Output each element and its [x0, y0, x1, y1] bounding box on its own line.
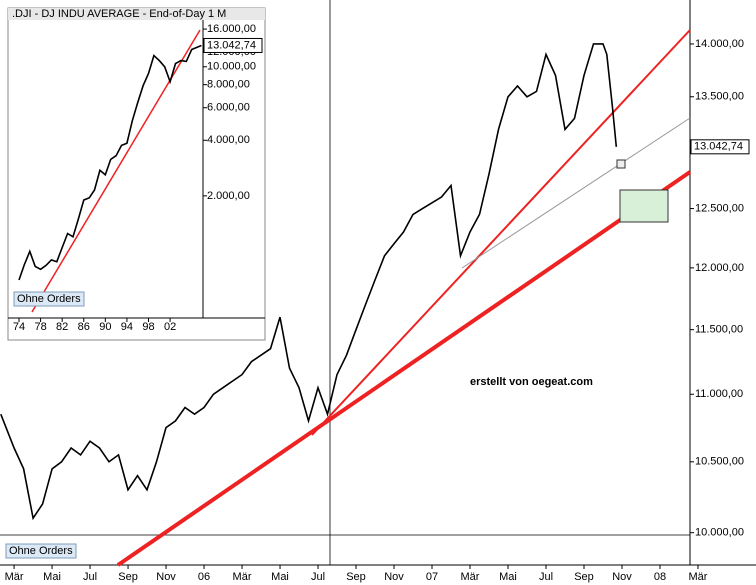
x-tick-label: 02 — [164, 321, 176, 333]
y-tick-label: 6.000,00 — [207, 102, 250, 114]
x-tick-label: Nov — [384, 571, 404, 583]
target-zone — [619, 189, 669, 223]
x-tick-label: Sep — [118, 571, 138, 583]
x-tick-label: 98 — [142, 321, 154, 333]
x-tick-label: Jul — [311, 571, 325, 583]
x-tick-label: 86 — [78, 321, 90, 333]
x-tick-label: 90 — [99, 321, 111, 333]
x-tick-label: 82 — [56, 321, 68, 333]
y-tick-label: 8.000,00 — [207, 79, 250, 91]
y-tick-label: 12.000,00 — [695, 262, 744, 274]
y-tick-label: 12.500,00 — [695, 202, 744, 214]
x-tick-label: Nov — [612, 571, 632, 583]
y-tick-label: 14.000,00 — [695, 38, 744, 50]
x-tick-label: Mai — [43, 571, 61, 583]
price-line — [0, 43, 618, 521]
orders-badge — [13, 291, 85, 307]
inset-titlebar — [8, 8, 265, 20]
x-tick-label: Mär — [461, 571, 480, 583]
x-tick-label: Mär — [233, 571, 252, 583]
y-tick-label: 11.000,00 — [695, 388, 743, 400]
y-tick-label: 16.000,00 — [207, 23, 256, 35]
x-tick-label: Mär — [5, 571, 24, 583]
y-tick-label: 10.000,00 — [207, 61, 256, 73]
price-line — [18, 44, 202, 281]
trend-line — [116, 170, 692, 567]
inset-panel — [7, 7, 266, 341]
trend-line — [461, 117, 691, 269]
inset-title: .DJI - DJ INDU AVERAGE - End-of-Day 1 M — [12, 8, 226, 20]
y-tick-label: 2.000,00 — [207, 190, 250, 202]
x-tick-label: Sep — [346, 571, 366, 583]
y-tick-label: 13.500,00 — [695, 91, 744, 103]
orders-label: Ohne Orders — [9, 545, 73, 557]
x-tick-label: 06 — [198, 571, 210, 583]
orders-label: Ohne Orders — [17, 293, 81, 305]
x-tick-label: Jul — [83, 571, 97, 583]
last-value-label: 13.042,74 — [694, 141, 743, 153]
orders-badge — [5, 543, 77, 559]
trend-line — [311, 29, 691, 436]
x-tick-label: 07 — [426, 571, 438, 583]
y-tick-label: 11.500,00 — [695, 324, 743, 336]
x-tick-label: Jul — [539, 571, 553, 583]
marker — [616, 159, 626, 169]
x-tick-label: 08 — [654, 571, 666, 583]
last-value-label: 13.042,74 — [207, 39, 256, 51]
x-tick-label: Sep — [574, 571, 594, 583]
x-tick-label: 94 — [121, 321, 133, 333]
last-value-box — [690, 139, 750, 155]
x-tick-label: 74 — [13, 321, 25, 333]
inset-chart: 2.000,00 4.000,00 6.000,00 8.000,00 10.000,0… — [7, 7, 266, 341]
x-tick-label: Mai — [271, 571, 289, 583]
y-tick-label: 10.500,00 — [695, 456, 744, 468]
y-tick-label: 4.000,00 — [207, 134, 250, 146]
y-tick-label: 10.000,00 — [695, 527, 744, 539]
annotation: erstellt von oegeat.com — [470, 376, 593, 388]
x-tick-label: Mär — [689, 571, 708, 583]
x-tick-label: 78 — [34, 321, 46, 333]
x-tick-label: Mai — [499, 571, 517, 583]
x-tick-label: Nov — [156, 571, 176, 583]
last-value-box — [203, 37, 263, 53]
